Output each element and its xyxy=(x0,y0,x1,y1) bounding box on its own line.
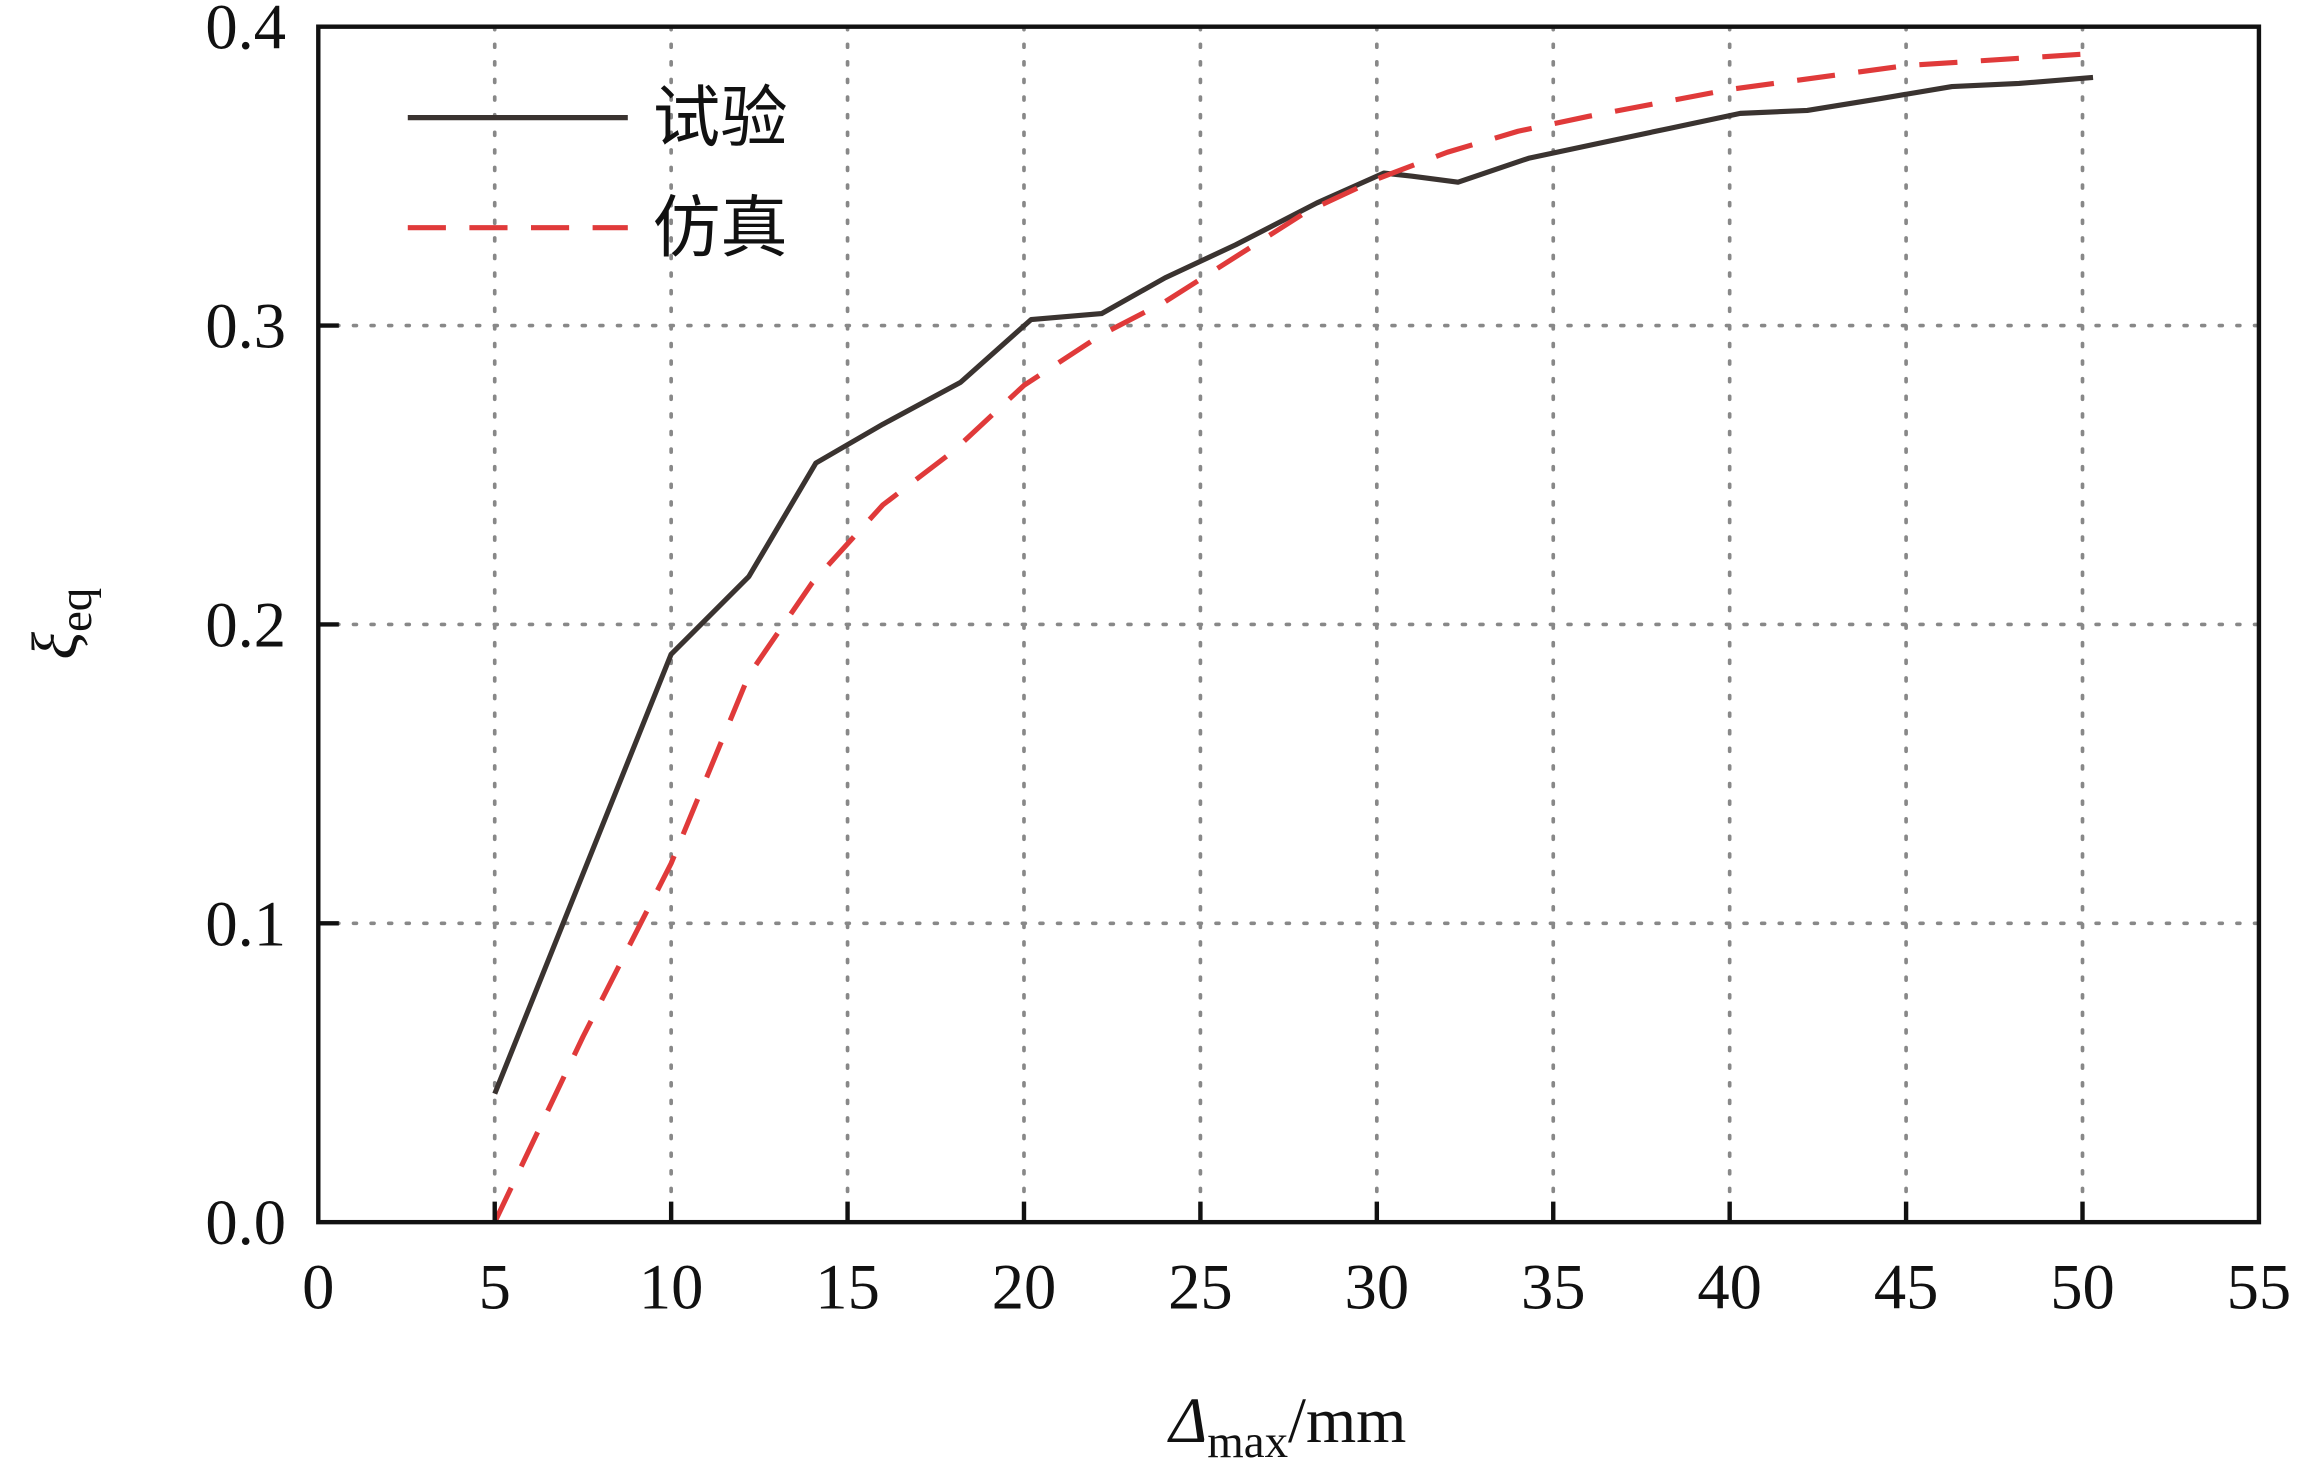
x-tick-label: 0 xyxy=(302,1251,334,1323)
legend: 试验 仿真 xyxy=(407,81,788,266)
x-tick-label: 30 xyxy=(1345,1251,1410,1323)
y-label-sub: eq xyxy=(50,588,102,632)
y-axis-label: ξeq xyxy=(18,588,102,660)
series-group xyxy=(492,50,2094,1224)
x-tick-label: 40 xyxy=(1697,1251,1762,1323)
x-tick-label: 15 xyxy=(815,1251,880,1323)
x-tick-label: 25 xyxy=(1168,1251,1233,1323)
x-axis-label: Δmax/mm xyxy=(1166,1384,1406,1463)
x-label-sub: max xyxy=(1207,1416,1288,1463)
x-label-symbol: Δ xyxy=(1166,1384,1207,1456)
legend-label-sim: 仿真 xyxy=(653,191,788,266)
grid-lines xyxy=(316,24,2261,1224)
x-tick-label: 20 xyxy=(992,1251,1057,1323)
x-tick-label: 50 xyxy=(2050,1251,2115,1323)
series-line-test xyxy=(492,74,2094,1095)
x-tick-label: 55 xyxy=(2227,1251,2292,1323)
legend-label-test: 试验 xyxy=(653,81,788,156)
y-tick-label: 0.0 xyxy=(205,1186,286,1258)
x-tick-label: 5 xyxy=(479,1251,511,1323)
y-tick-label: 0.4 xyxy=(205,0,286,63)
y-tick-label: 0.2 xyxy=(205,588,286,660)
plot-frame xyxy=(316,24,2262,1225)
axis-ticks: 0 5 10 15 20 25 30 35 40 45 50 55 0.0 0.1 0.2 0.3 0.4 xyxy=(205,0,2291,1323)
x-tick-label: 10 xyxy=(639,1251,704,1323)
series-line-simulation xyxy=(492,50,2094,1224)
y-tick-label: 0.3 xyxy=(205,290,286,362)
y-label-symbol: ξ xyxy=(18,632,90,660)
x-label-unit: /mm xyxy=(1288,1384,1406,1456)
y-tick-label: 0.1 xyxy=(205,887,286,959)
x-tick-label: 35 xyxy=(1521,1251,1586,1323)
x-tick-label: 45 xyxy=(1874,1251,1939,1323)
